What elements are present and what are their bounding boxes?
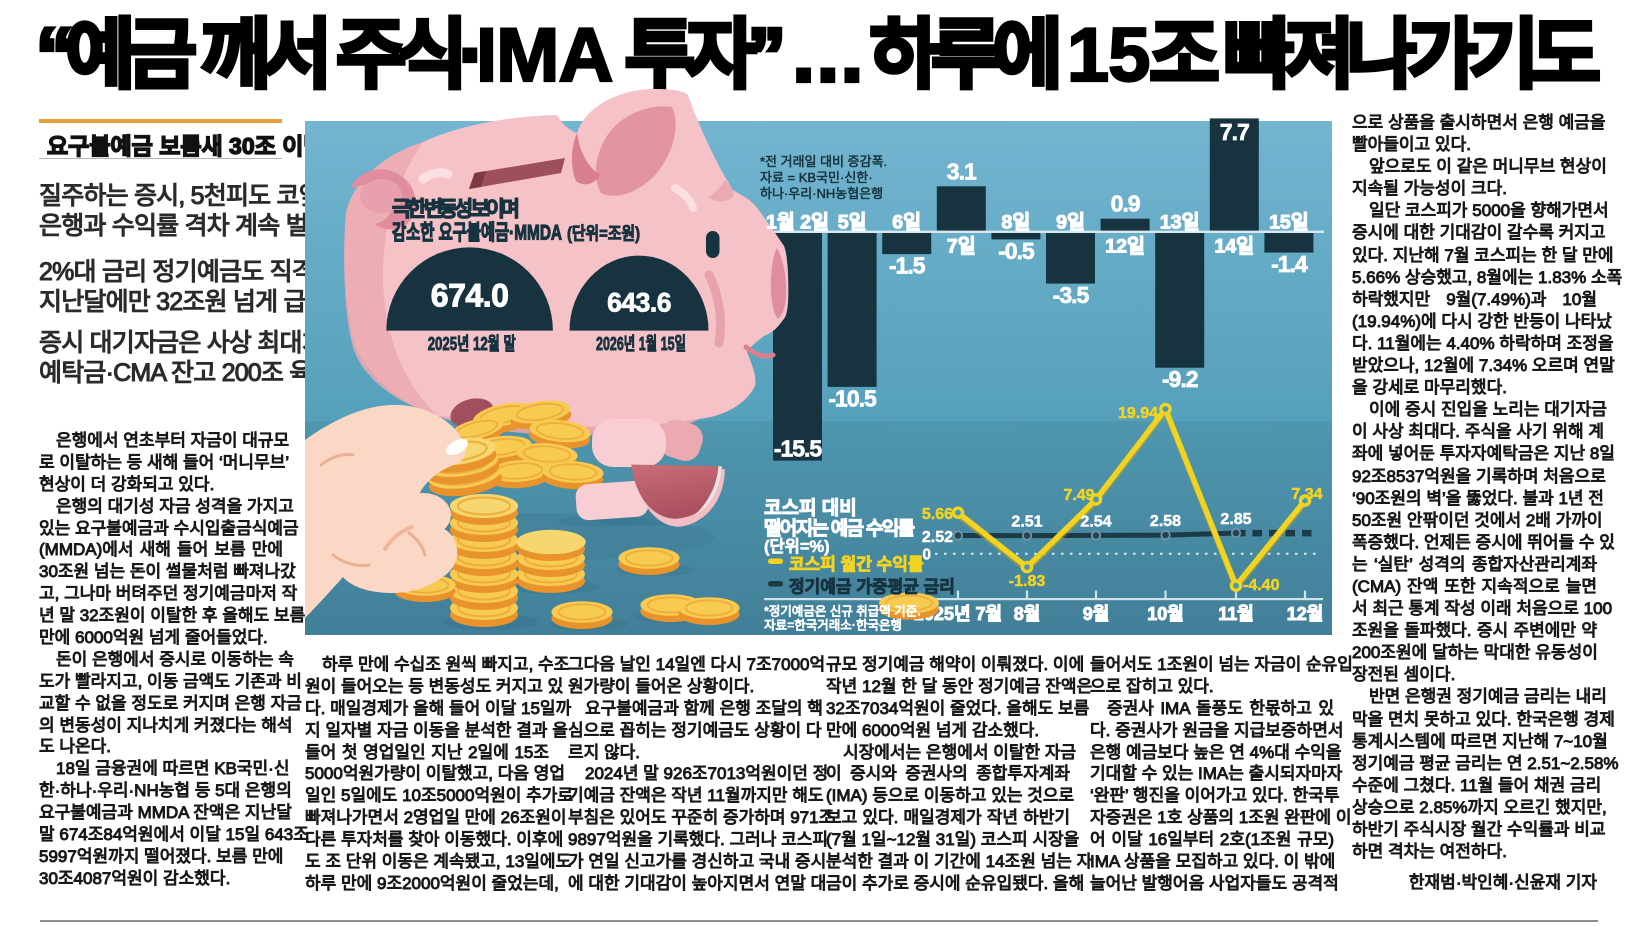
- svg-text:*정기예금은 신규 취급액 기준.: *정기예금은 신규 취급액 기준.: [764, 604, 921, 619]
- svg-text:-10.5: -10.5: [828, 385, 877, 411]
- svg-text:-9.2: -9.2: [1162, 366, 1198, 392]
- svg-text:13일: 13일: [1160, 212, 1200, 234]
- svg-text:자료 = KB국민·신한·: 자료 = KB국민·신한·: [760, 170, 873, 185]
- svg-text:(단위=%): (단위=%): [764, 537, 830, 556]
- svg-text:7.34: 7.34: [1291, 486, 1322, 503]
- svg-text:14일: 14일: [1214, 236, 1254, 258]
- svg-text:2026년 1월 15일: 2026년 1월 15일: [596, 334, 686, 354]
- svg-text:7.7: 7.7: [1220, 119, 1249, 145]
- svg-text:19.94: 19.94: [1118, 405, 1158, 422]
- svg-text:-15.5: -15.5: [774, 436, 823, 462]
- svg-text:12월: 12월: [1287, 604, 1324, 624]
- svg-text:떨어지는 예금 수익률: 떨어지는 예금 수익률: [764, 518, 915, 540]
- svg-text:7일: 7일: [947, 236, 976, 258]
- svg-text:(단위=조원): (단위=조원): [567, 224, 640, 244]
- svg-text:10월: 10월: [1147, 604, 1184, 624]
- svg-text:15일: 15일: [1269, 212, 1309, 234]
- svg-text:5일: 5일: [838, 212, 867, 234]
- svg-text:8일: 8일: [1002, 212, 1031, 234]
- svg-text:674.0: 674.0: [431, 278, 509, 314]
- svg-text:8월: 8월: [1014, 604, 1041, 624]
- svg-text:9월: 9월: [1083, 604, 1110, 624]
- svg-text:2025년 12월 말: 2025년 12월 말: [428, 334, 516, 354]
- svg-text:코스피 월간 수익률: 코스피 월간 수익률: [789, 555, 924, 574]
- svg-text:0: 0: [922, 547, 931, 564]
- svg-text:0.9: 0.9: [1111, 191, 1140, 217]
- svg-text:정기예금 가중평균 금리: 정기예금 가중평균 금리: [789, 578, 955, 597]
- svg-text:2.58: 2.58: [1150, 513, 1181, 530]
- svg-text:2.54: 2.54: [1080, 513, 1111, 530]
- svg-text:감소한 요구불예금·MMDA: 감소한 요구불예금·MMDA: [392, 222, 562, 245]
- svg-text:2.85: 2.85: [1220, 511, 1251, 528]
- svg-text:-1.83: -1.83: [1009, 573, 1046, 590]
- svg-text:2.51: 2.51: [1011, 514, 1042, 531]
- svg-text:-3.5: -3.5: [1053, 282, 1090, 308]
- svg-text:2.52: 2.52: [922, 529, 953, 546]
- svg-text:-0.5: -0.5: [998, 238, 1035, 264]
- svg-text:11월: 11월: [1218, 604, 1254, 624]
- svg-text:1월 2일: 1월 2일: [766, 212, 829, 234]
- svg-text:자료=한국거래소·한국은행: 자료=한국거래소·한국은행: [764, 618, 902, 633]
- svg-text:코스피 대비: 코스피 대비: [764, 497, 857, 519]
- svg-text:-1.4: -1.4: [1271, 251, 1308, 277]
- svg-text:643.6: 643.6: [607, 288, 671, 318]
- svg-text:7.49: 7.49: [1063, 487, 1094, 504]
- svg-text:5.66: 5.66: [922, 506, 953, 523]
- svg-text:하나·우리·NH농협은행: 하나·우리·NH농협은행: [760, 186, 883, 201]
- svg-text:*전 거래일 대비 증감폭.: *전 거래일 대비 증감폭.: [760, 154, 887, 169]
- svg-text:12일: 12일: [1105, 236, 1145, 258]
- svg-text:극한 변동성 보이며: 극한 변동성 보이며: [392, 198, 520, 221]
- svg-text:3.1: 3.1: [947, 158, 977, 184]
- svg-text:9일: 9일: [1056, 212, 1085, 234]
- svg-text:6일: 6일: [892, 212, 921, 234]
- svg-text:-4.40: -4.40: [1243, 577, 1280, 594]
- svg-text:-1.5: -1.5: [889, 253, 926, 279]
